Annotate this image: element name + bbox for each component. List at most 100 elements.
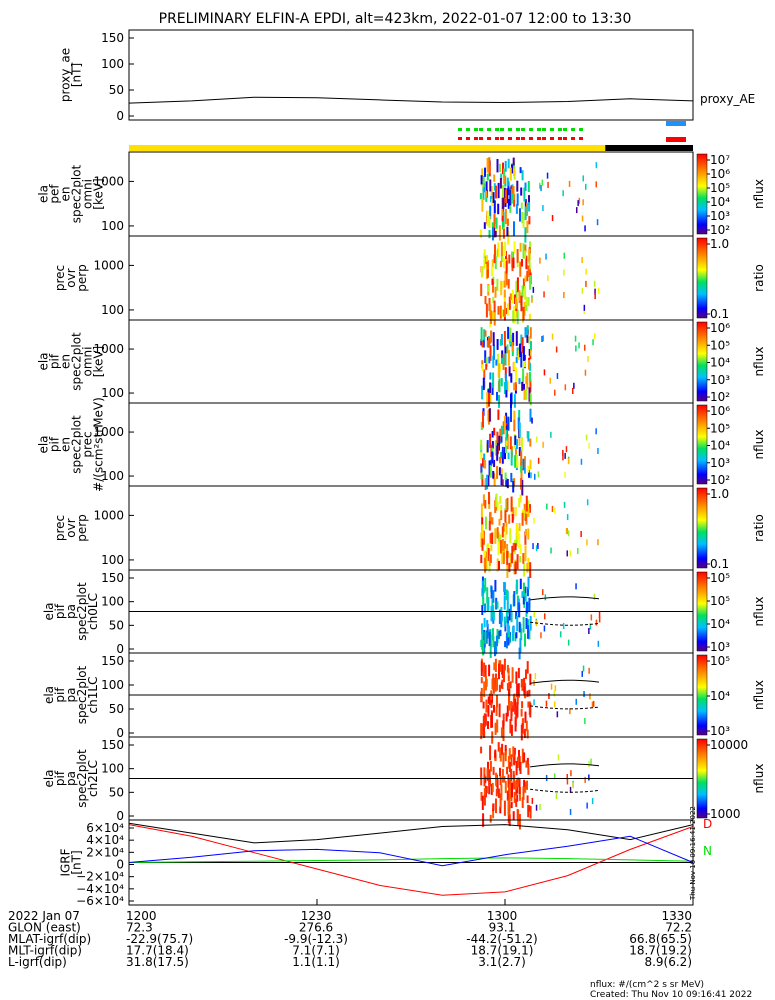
ytick-label: 1000 [93,508,124,522]
heat-cell [480,677,483,684]
heat-cell [501,309,504,317]
heat-cell [520,351,523,368]
heat-cell [520,295,523,312]
heat-cell [566,550,568,557]
heat-cell [535,804,538,811]
heat-cell [585,280,587,287]
ytick-label: 150 [101,738,124,752]
heat-cell [524,633,526,647]
heat-cell [481,360,484,369]
ylabel-line: spec2plot [75,749,89,808]
loss-cone-dashed [530,788,600,793]
colorbar-tick-label: 10⁴ [710,195,730,209]
heat-cell [585,268,587,275]
panel-frame [128,29,694,121]
heat-cell [484,665,487,678]
heat-cell [586,499,589,506]
heat-cell [505,632,508,649]
heat-cell [524,227,527,243]
heat-cell [513,361,516,371]
heat-cell [503,331,506,347]
heat-cell [584,225,586,232]
heat-cell [520,334,523,345]
heat-cell [532,286,535,293]
heat-cell [500,505,503,512]
heat-cell [597,640,600,647]
heat-cell [562,623,565,629]
heat-cell [525,669,527,679]
heat-cell [483,681,486,697]
heat-cell [501,479,504,486]
red-mark [558,137,562,140]
heat-cell [511,186,514,194]
heat-cell [529,673,532,686]
heat-cell [500,510,503,521]
heat-cell [508,790,511,800]
panel-ela-pef-en-spec2plot-omni: elapefenspec2plotomni[keV]100010010⁷10⁶1… [37,151,766,245]
heat-cell [516,702,519,718]
heat-cell [506,683,509,691]
heat-cell [504,752,507,762]
heat-cell [503,309,505,317]
series-line-D [128,824,694,896]
heat-cell [497,742,500,752]
heat-cell [505,439,508,446]
heat-cell [502,354,505,370]
heat-cell [513,791,516,803]
ylabel-line: [keV] [92,178,106,209]
heat-cell [527,500,530,514]
heat-cell [553,773,556,780]
heat-cell [493,677,496,690]
green-mark [542,128,546,131]
heat-cell [566,514,569,521]
heat-cell [527,763,530,775]
heat-cell [575,698,577,705]
red-mark [479,137,483,140]
heat-cell [520,628,523,641]
heat-cell [492,803,495,811]
heat-cell [499,747,502,759]
heat-cell [535,545,538,552]
heat-cell [490,196,492,203]
ylabel-line: omni [81,347,95,377]
colorbar-tick-label: 10000 [710,738,748,752]
heat-cell [526,372,529,389]
heat-cell [502,725,505,742]
heat-cell [493,254,496,264]
heat-cell [500,334,503,346]
heat-cell [596,219,599,226]
heat-cell [550,547,552,554]
heat-cell [514,543,517,551]
heat-cell [492,227,494,241]
heat-cell [507,778,510,785]
heat-cell [510,701,513,709]
heat-cell [527,297,530,307]
red-mark [537,137,541,140]
heat-cell [526,431,529,439]
ylabel-line: omni [81,179,95,209]
heat-cell [498,703,501,718]
heat-cell [505,308,508,315]
heat-cell [515,356,518,364]
heat-cell [496,779,499,794]
heat-cell [519,556,522,563]
ylabel-line: perp [75,514,89,542]
heat-cell [526,795,529,804]
heat-cell [513,168,515,177]
heat-cell [590,758,592,765]
heat-cell [523,466,526,474]
ylabel-line: ela [37,435,51,453]
region-bar-black [605,145,693,151]
heat-cell [500,173,503,180]
heat-cell [492,605,495,612]
heat-cell [508,608,511,621]
heat-cell [513,410,516,421]
heat-cell [496,635,498,647]
heat-cell [483,329,486,341]
xaxis-value: 8.9(6.2) [644,955,692,969]
heat-cell [491,278,494,285]
ylabel-line: perp [75,264,89,292]
heat-cell [594,293,596,300]
heat-cell [492,281,494,293]
